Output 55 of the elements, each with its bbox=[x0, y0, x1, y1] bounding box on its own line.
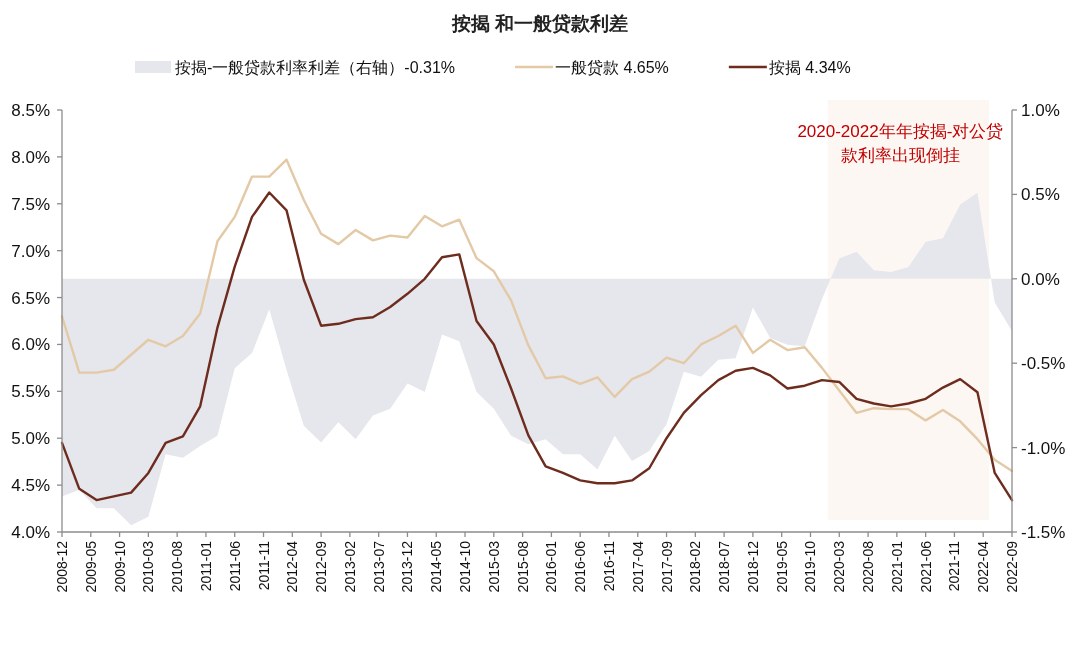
x-tick-label: 2019-10 bbox=[802, 540, 819, 593]
x-tick-label: 2017-04 bbox=[629, 540, 646, 593]
x-tick-label: 2009-05 bbox=[82, 540, 99, 593]
x-tick-label: 2012-04 bbox=[284, 540, 301, 593]
x-tick-label: 2011-01 bbox=[197, 540, 214, 592]
x-tick-label: 2019-05 bbox=[773, 540, 790, 593]
x-tick-label: 2012-09 bbox=[313, 540, 330, 593]
y-tick-label: 7.0% bbox=[11, 241, 50, 261]
y-tick-label: 8.5% bbox=[11, 101, 50, 120]
y-tick-label: 5.0% bbox=[11, 429, 50, 449]
x-tick-label: 2010-08 bbox=[169, 540, 186, 593]
y2-tick-label: -1.0% bbox=[1021, 438, 1066, 458]
x-tick-label: 2013-12 bbox=[399, 540, 416, 593]
y2-tick-label: -1.5% bbox=[1021, 523, 1066, 542]
y-tick-label: 5.5% bbox=[11, 382, 50, 402]
y2-tick-label: -0.5% bbox=[1021, 354, 1066, 374]
band-label: 2020-2022年年按揭-对公贷款利率出现倒挂 bbox=[797, 122, 1004, 165]
x-tick-label: 2022-09 bbox=[1004, 540, 1020, 593]
x-tick-label: 2016-06 bbox=[572, 540, 589, 593]
x-tick-label: 2021-01 bbox=[888, 540, 905, 593]
legend-label: 按揭-一般贷款利率利差（右轴）-0.31% bbox=[175, 59, 456, 76]
x-tick-label: 2013-02 bbox=[341, 540, 358, 593]
y-tick-label: 6.0% bbox=[11, 335, 50, 355]
y-tick-label: 6.5% bbox=[11, 288, 50, 308]
chart-title: 按揭 和一般贷款利差 bbox=[450, 13, 629, 34]
x-tick-label: 2011-06 bbox=[226, 540, 243, 592]
x-tick-label: 2021-06 bbox=[917, 540, 934, 593]
y2-tick-label: 1.0% bbox=[1021, 101, 1060, 120]
x-tick-label: 2021-11 bbox=[946, 540, 963, 592]
x-tick-label: 2009-10 bbox=[111, 540, 128, 593]
y-tick-label: 4.5% bbox=[11, 476, 50, 496]
x-tick-label: 2020-08 bbox=[860, 540, 877, 593]
x-tick-label: 2015-08 bbox=[514, 540, 531, 593]
legend-label: 按揭 4.34% bbox=[768, 59, 851, 76]
x-tick-label: 2020-03 bbox=[831, 540, 848, 593]
y2-tick-label: 0.0% bbox=[1021, 269, 1060, 289]
x-tick-label: 2011-11 bbox=[255, 540, 272, 591]
x-tick-label: 2008-12 bbox=[54, 540, 70, 593]
x-tick-label: 2022-04 bbox=[975, 540, 992, 593]
x-tick-label: 2018-02 bbox=[687, 540, 704, 593]
y-tick-label: 4.0% bbox=[11, 523, 50, 542]
x-tick-label: 2014-05 bbox=[428, 540, 445, 593]
x-tick-label: 2018-07 bbox=[716, 540, 733, 593]
legend-label: 一般贷款 4.65% bbox=[555, 59, 669, 76]
y-tick-label: 7.5% bbox=[11, 194, 50, 214]
x-tick-label: 2016-11 bbox=[600, 540, 617, 592]
x-tick-label: 2015-03 bbox=[485, 540, 502, 593]
y2-tick-label: 0.5% bbox=[1021, 185, 1060, 205]
x-tick-label: 2013-07 bbox=[370, 540, 387, 593]
x-tick-label: 2017-09 bbox=[658, 540, 675, 593]
x-tick-label: 2010-03 bbox=[140, 540, 157, 593]
x-tick-label: 2018-12 bbox=[744, 540, 761, 593]
y-tick-label: 8.0% bbox=[11, 147, 50, 167]
x-tick-label: 2016-01 bbox=[543, 540, 560, 593]
x-tick-label: 2014-10 bbox=[457, 540, 474, 593]
